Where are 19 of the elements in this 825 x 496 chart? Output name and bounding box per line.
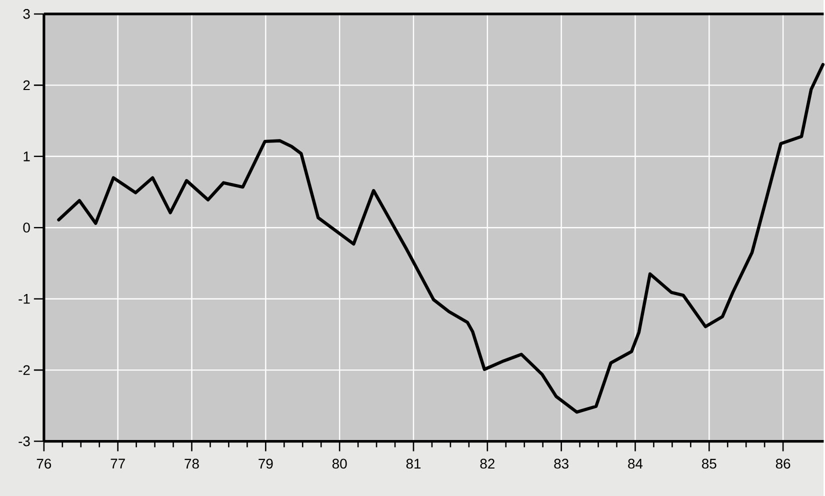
- x-tick-label: 83: [554, 458, 568, 469]
- x-tick-label: 85: [702, 458, 716, 469]
- x-tick-label: 79: [258, 458, 273, 469]
- x-tick-label: 82: [480, 458, 494, 469]
- y-tick-label: 2: [23, 80, 30, 90]
- x-tick-label: 84: [628, 458, 643, 469]
- x-tick-label: 76: [36, 458, 52, 469]
- y-tick-label: -2: [18, 365, 30, 375]
- x-tick-label: 80: [332, 458, 347, 469]
- x-tick-label: 81: [406, 458, 421, 469]
- y-tick-label: 1: [24, 152, 30, 162]
- y-tick-label: -3: [18, 436, 30, 446]
- x-tick-label: 78: [184, 458, 199, 469]
- line-series: [57, 62, 825, 414]
- x-tick-label: 86: [776, 458, 790, 469]
- x-tick-label: 77: [110, 458, 125, 468]
- y-tick-label: 0: [23, 222, 30, 232]
- y-tick-label: 3: [23, 8, 30, 19]
- y-tick-label: -1: [18, 294, 30, 304]
